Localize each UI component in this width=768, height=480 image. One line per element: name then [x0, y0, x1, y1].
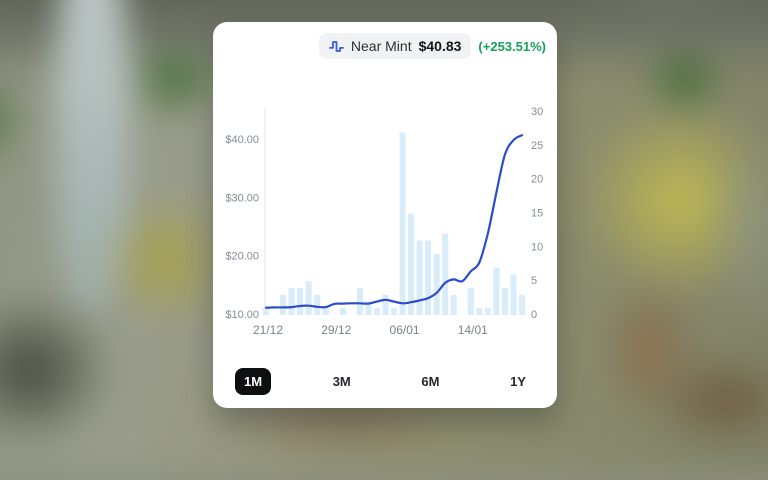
volume-bar — [416, 240, 423, 315]
volume-bar — [391, 308, 397, 315]
range-selector: 1M 3M 6M 1Y — [213, 368, 557, 395]
background-foliage — [630, 30, 740, 130]
price-axis-tick: $10.00 — [225, 309, 259, 321]
volume-axis-tick: 30 — [531, 106, 543, 118]
volume-bar — [408, 213, 415, 315]
volume-bar — [442, 233, 449, 315]
volume-bar — [450, 294, 457, 315]
range-1m[interactable]: 1M — [235, 368, 272, 395]
volume-bar — [373, 308, 380, 315]
pulse-icon — [328, 40, 344, 52]
volume-bar — [433, 254, 440, 315]
volume-bar — [484, 308, 491, 315]
volume-bar — [305, 281, 312, 315]
volume-bar — [314, 294, 321, 315]
volume-bar — [365, 301, 372, 315]
volume-bar — [501, 287, 508, 315]
volume-bar — [339, 308, 346, 315]
volume-bar — [467, 287, 474, 315]
volume-bar — [399, 132, 406, 315]
volume-bar — [322, 308, 329, 315]
condition-label: Near Mint — [350, 38, 412, 54]
volume-bar — [382, 294, 389, 315]
price-axis-tick: $20.00 — [225, 251, 259, 263]
volume-bar — [425, 240, 432, 315]
price-change-percent: (+253.51%) — [478, 38, 546, 54]
date-axis-tick: 06/01 — [390, 323, 420, 337]
volume-bar — [280, 294, 287, 315]
date-axis-tick: 14/01 — [458, 323, 488, 337]
volume-axis-tick: 0 — [531, 309, 537, 321]
volume-axis-tick: 20 — [531, 174, 543, 186]
volume-bar — [519, 294, 525, 315]
volume-axis-tick: 5 — [531, 275, 537, 287]
volume-bar — [263, 308, 269, 315]
volume-axis-tick: 25 — [531, 140, 543, 152]
price-axis-tick: $40.00 — [225, 134, 259, 146]
range-6m[interactable]: 6M — [412, 368, 448, 395]
volume-axis-tick: 15 — [531, 207, 543, 219]
chart-header: Near Mint $40.83 (+253.51%) — [318, 33, 546, 59]
range-1y[interactable]: 1Y — [501, 368, 535, 395]
price-chart-card: Near Mint $40.83 (+253.51%) $10.00 $20.00… — [213, 22, 557, 408]
volume-bar — [510, 274, 517, 315]
volume-bar — [493, 267, 500, 315]
volume-bar — [356, 287, 363, 315]
condition-legend-chip: Near Mint $40.83 — [318, 33, 472, 59]
current-price: $40.83 — [418, 38, 462, 54]
date-axis-tick: 21/12 — [253, 323, 283, 337]
price-line — [264, 134, 524, 309]
date-axis-tick: 29/12 — [321, 323, 351, 337]
volume-bar — [288, 287, 295, 315]
price-axis-tick: $30.00 — [225, 192, 259, 204]
volume-bar — [476, 308, 483, 315]
volume-bar — [297, 287, 304, 315]
price-volume-chart[interactable]: $10.00 $20.00 $30.00 $40.00 0 5 10 15 20 25 30 21/1… — [213, 22, 557, 408]
volume-axis-tick: 10 — [531, 241, 543, 253]
range-3m[interactable]: 3M — [324, 368, 360, 395]
